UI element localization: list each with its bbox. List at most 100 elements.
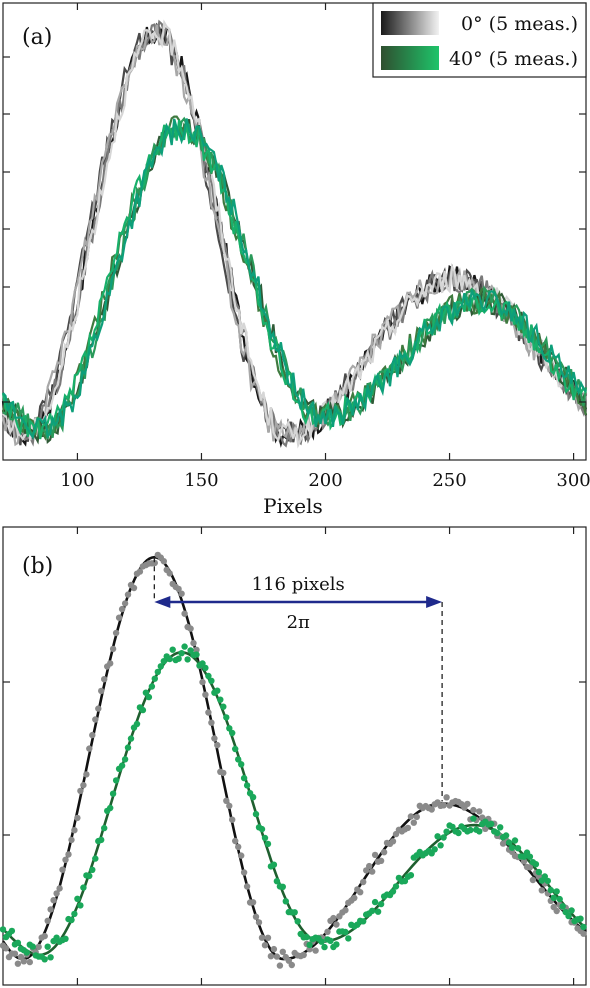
data-point-40deg [467, 826, 474, 834]
data-point-40deg [279, 883, 286, 890]
x-tick-label-250: 250 [432, 470, 466, 491]
data-point-40deg [178, 650, 185, 657]
data-point-0deg [377, 857, 385, 864]
data-point-40deg [333, 941, 340, 948]
data-point-40deg [166, 655, 173, 663]
data-point-0deg [193, 646, 200, 653]
data-point-40deg [121, 756, 129, 763]
data-point-40deg [133, 720, 141, 728]
data-point-0deg [440, 802, 447, 809]
data-point-40deg [488, 820, 495, 828]
panel-b-letter: (b) [22, 554, 53, 579]
legend-label-0deg: 0° (5 meas.) [461, 13, 578, 35]
data-point-40deg [118, 762, 126, 769]
panel-a-xlabel: Pixels [263, 494, 323, 518]
data-point-40deg [553, 888, 560, 895]
data-point-40deg [223, 714, 230, 721]
series-line-40deg-4 [1, 119, 587, 440]
data-point-0deg [240, 869, 248, 876]
data-point-40deg [220, 703, 227, 710]
data-point-40deg [437, 842, 444, 849]
data-point-0deg [11, 950, 19, 957]
legend-swatch-green [381, 46, 439, 70]
data-point-40deg [321, 943, 328, 951]
data-point-0deg [476, 808, 483, 815]
data-point-40deg [449, 823, 456, 831]
legend-label-40deg: 40° (5 meas.) [449, 48, 578, 70]
data-point-40deg [327, 937, 334, 944]
data-point-40deg [371, 898, 379, 906]
data-point-0deg [77, 787, 84, 795]
data-point-40deg [74, 895, 81, 902]
data-point-40deg [434, 833, 441, 840]
data-point-0deg [92, 716, 99, 723]
data-point-0deg [270, 945, 278, 953]
data-point-0deg [369, 868, 376, 875]
data-point-0deg [109, 645, 117, 653]
data-point-40deg [217, 696, 224, 703]
data-point-40deg [559, 903, 566, 910]
data-point-40deg [29, 943, 36, 950]
data-point-40deg [258, 825, 266, 833]
data-point-0deg [59, 866, 66, 873]
data-point-0deg [98, 687, 105, 695]
data-point-40deg [238, 761, 245, 768]
data-point-0deg [357, 889, 364, 896]
data-point-40deg [127, 735, 135, 742]
data-point-0deg [229, 816, 236, 823]
data-point-0deg [410, 819, 417, 826]
data-point-40deg [547, 886, 554, 894]
data-point-0deg [255, 919, 263, 926]
data-point-40deg [261, 834, 269, 842]
data-point-0deg [205, 709, 212, 716]
data-point-40deg [526, 853, 534, 860]
data-point-0deg [71, 827, 78, 834]
period-annotation: 116 pixels 2π [153, 557, 443, 802]
x-tick-label-300: 300 [556, 470, 590, 491]
data-point-40deg [577, 915, 584, 922]
data-point-40deg [252, 810, 260, 818]
data-point-40deg [431, 846, 438, 853]
data-point-0deg [223, 797, 230, 804]
data-point-40deg [71, 910, 78, 918]
data-point-0deg [56, 885, 63, 892]
data-point-0deg [112, 629, 120, 637]
data-point-0deg [407, 813, 415, 820]
data-point-40deg [8, 927, 16, 935]
data-point-0deg [443, 794, 450, 801]
data-point-40deg [374, 908, 382, 915]
data-point-40deg [208, 677, 215, 684]
data-point-40deg [568, 907, 575, 914]
data-point-40deg [345, 935, 352, 942]
data-point-0deg [238, 852, 245, 859]
data-point-40deg [175, 655, 182, 662]
data-point-0deg [538, 887, 545, 894]
data-point-0deg [86, 745, 93, 752]
panel-a-series [1, 19, 588, 449]
data-point-0deg [187, 625, 194, 632]
data-point-40deg [303, 933, 310, 941]
data-point-0deg [130, 584, 138, 592]
data-point-0deg [330, 914, 337, 922]
data-point-0deg [276, 962, 284, 969]
legend: 0° (5 meas.) 40° (5 meas.) [372, 2, 587, 78]
data-point-40deg [580, 923, 587, 931]
data-point-0deg [428, 806, 435, 813]
data-point-40deg [232, 745, 239, 753]
data-point-0deg [232, 837, 239, 845]
data-point-40deg [360, 918, 367, 925]
data-point-0deg [243, 883, 251, 890]
data-point-40deg [377, 900, 385, 908]
data-point-40deg [169, 646, 176, 653]
panel-a-letter: (a) [22, 25, 52, 50]
data-point-40deg [92, 855, 99, 862]
data-point-0deg [53, 890, 60, 897]
data-point-40deg [514, 845, 522, 852]
data-point-0deg [226, 802, 233, 810]
data-point-40deg [109, 790, 117, 797]
data-point-40deg [544, 877, 551, 885]
panel-b-ticks [3, 527, 586, 985]
data-point-0deg [101, 676, 108, 683]
data-point-0deg [50, 897, 57, 904]
data-point-40deg [443, 828, 450, 835]
